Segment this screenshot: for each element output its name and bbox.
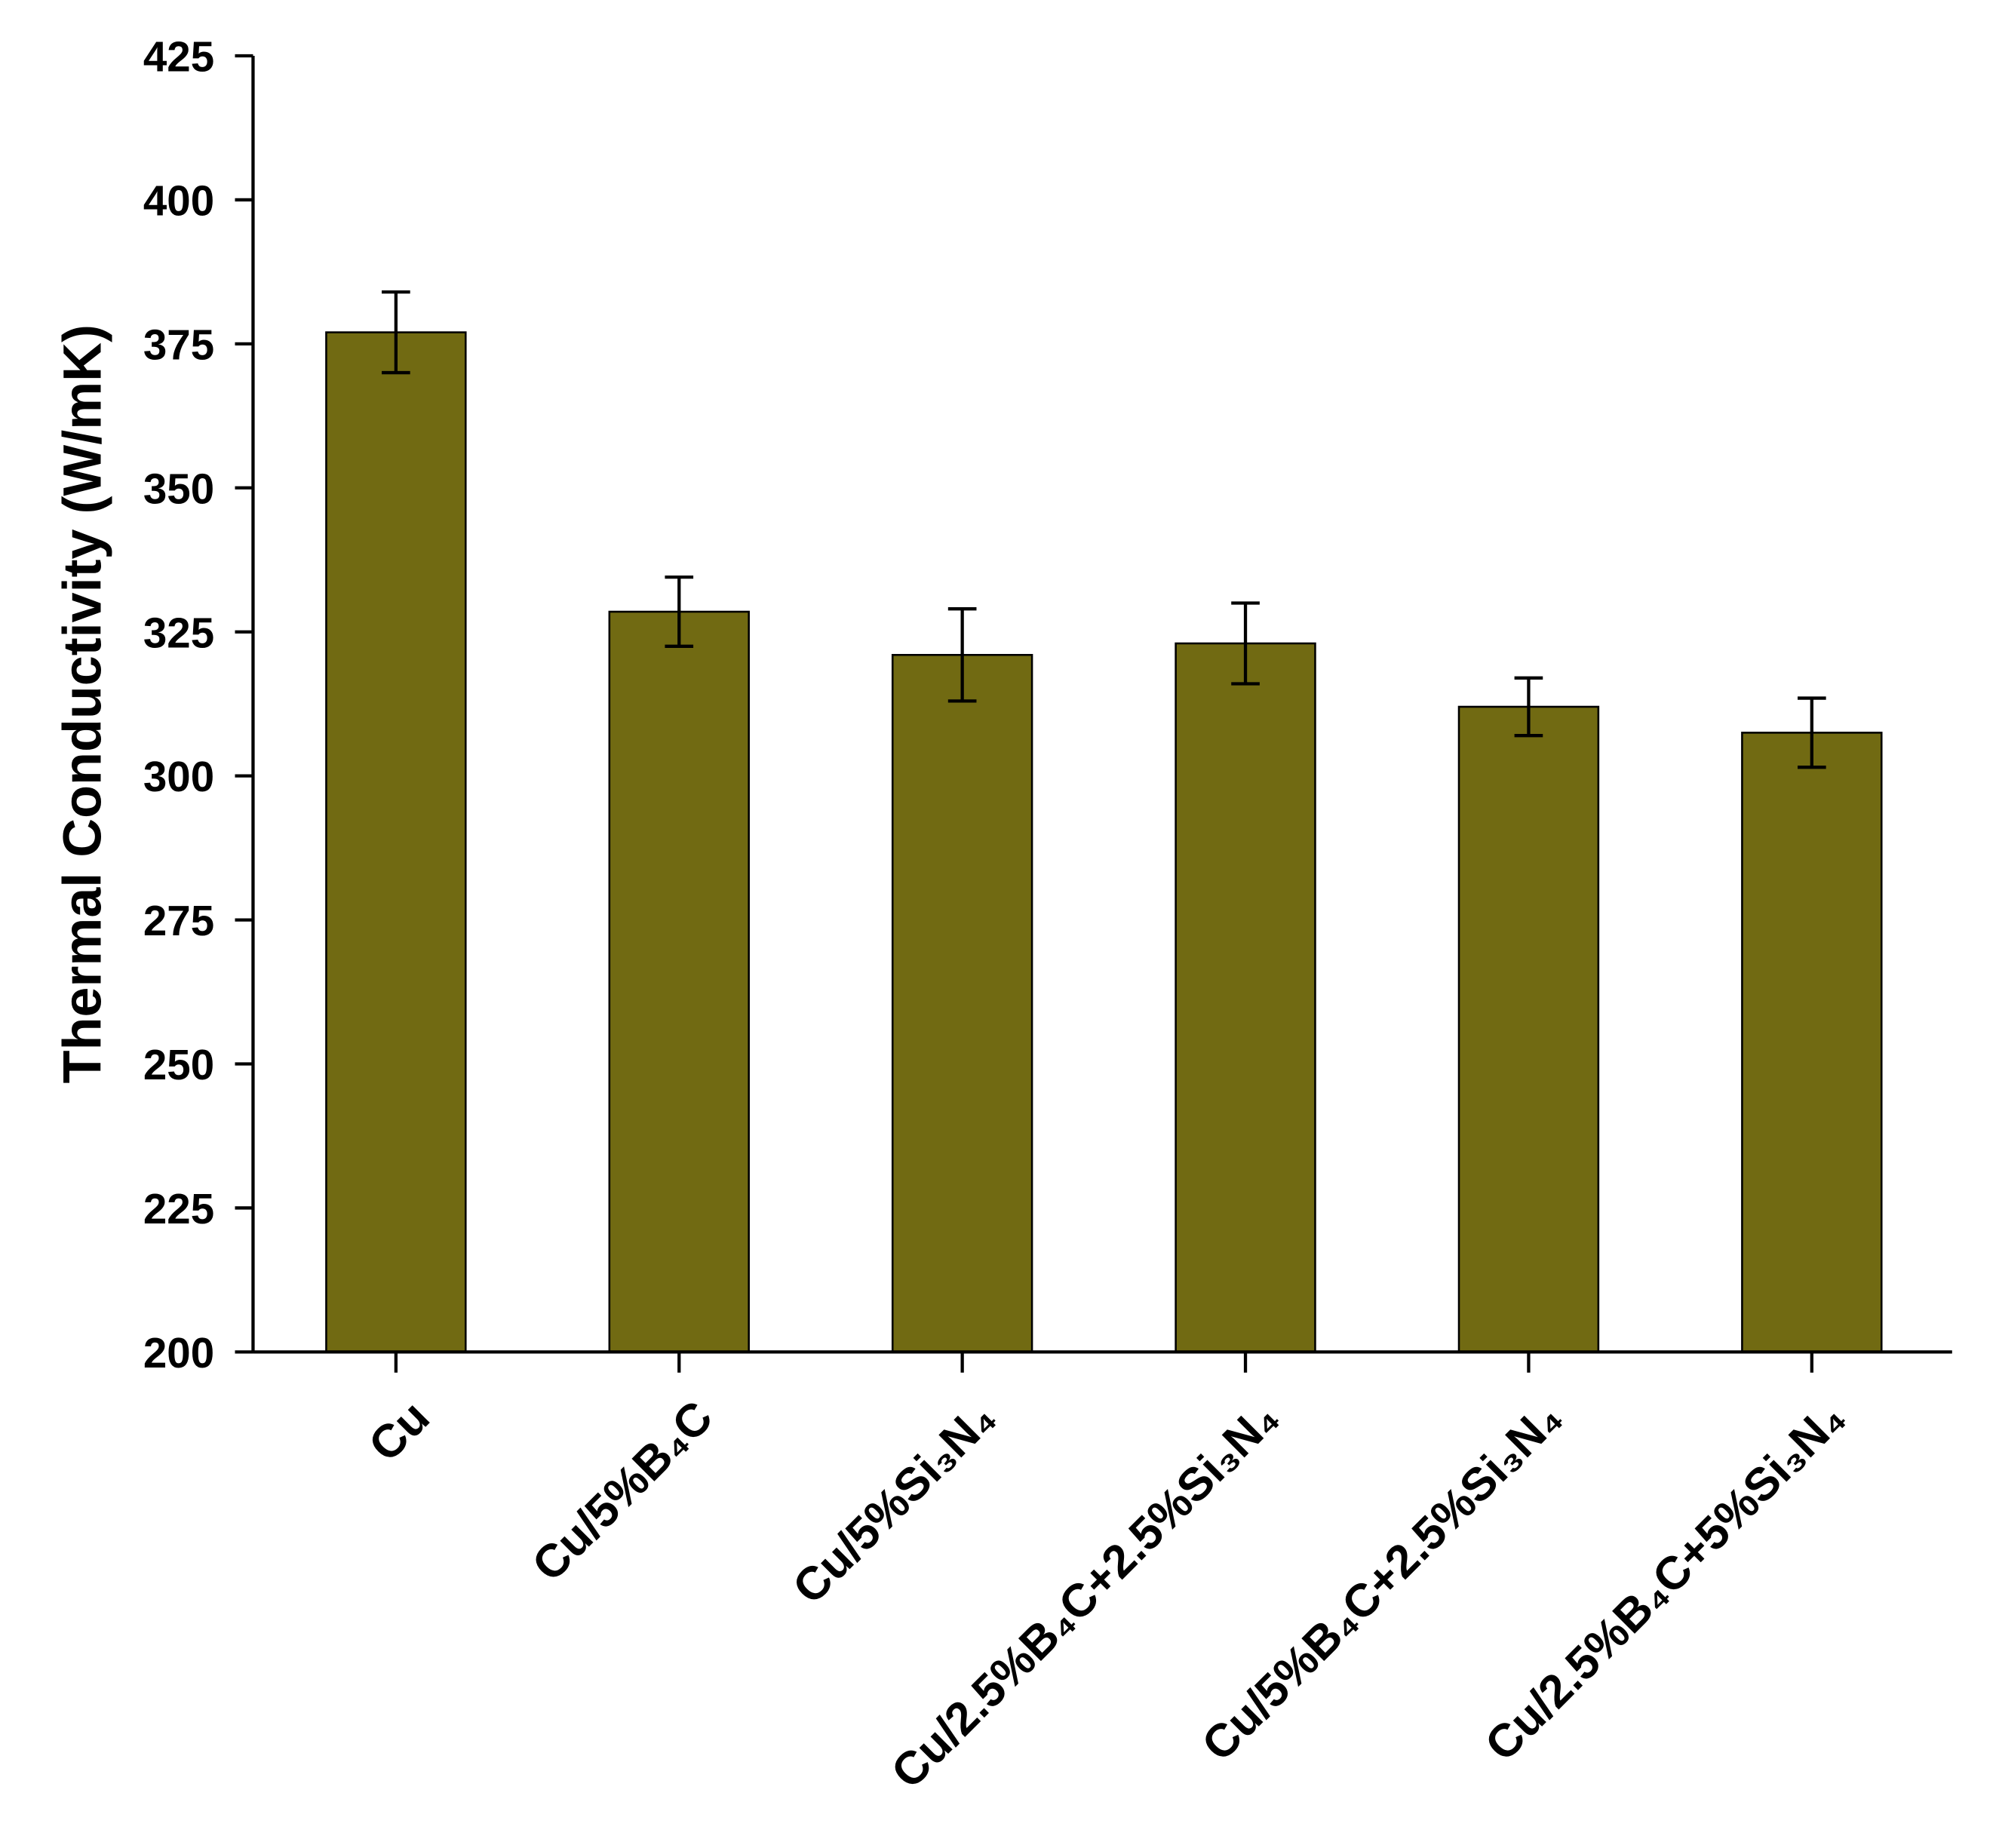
y-tick-label: 225 [143, 1185, 214, 1233]
bar [608, 610, 750, 1353]
y-tick-label: 200 [143, 1329, 214, 1377]
x-tick-label: Cu/5%Si₃N₄ [783, 1391, 1006, 1613]
y-tick-label: 275 [143, 897, 214, 944]
y-tick-label: 350 [143, 465, 214, 512]
y-axis-label: Thermal Conductivity (W/mK) [52, 324, 112, 1083]
bar [891, 653, 1033, 1353]
bar [1457, 705, 1600, 1353]
y-tick-label: 425 [143, 33, 214, 81]
bar [1175, 642, 1316, 1353]
x-tick-label: Cu [359, 1391, 440, 1472]
y-tick-label: 325 [143, 609, 214, 656]
y-tick-label: 250 [143, 1041, 214, 1088]
bar [1741, 732, 1883, 1353]
y-tick-label: 400 [143, 177, 214, 224]
x-tick-label: Cu/5%B₄C [522, 1391, 723, 1592]
bar [325, 331, 467, 1353]
y-tick-label: 375 [143, 321, 214, 368]
y-tick-label: 300 [143, 753, 214, 800]
